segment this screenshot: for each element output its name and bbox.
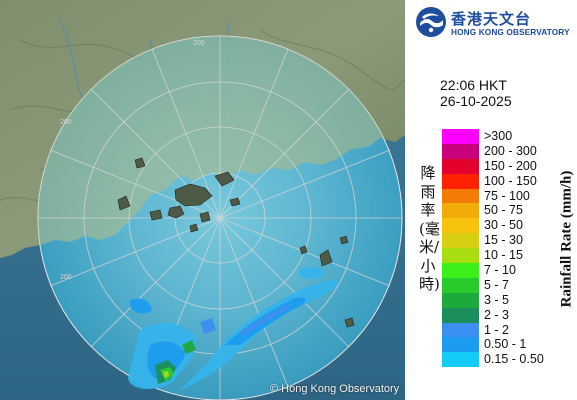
legend-swatch	[442, 337, 479, 353]
observatory-emblem-icon	[416, 7, 446, 37]
radial-lines	[38, 36, 402, 400]
range-ring-label: 200	[193, 40, 205, 47]
legend-swatch	[442, 248, 479, 264]
legend-swatch	[442, 158, 479, 174]
legend-swatch	[442, 277, 479, 293]
legend-swatch	[442, 233, 479, 249]
legend-range-label: 0.50 - 1	[484, 337, 527, 352]
legend-swatch	[442, 143, 479, 159]
radar-map-svg	[0, 0, 405, 400]
radar-map[interactable]: 200 200 200 © Hong Kong Observatory	[0, 0, 405, 400]
legend-swatch	[442, 292, 479, 308]
rain-echoes	[128, 266, 340, 390]
range-ring-label: 200	[60, 119, 72, 126]
legend-range-label: 100 - 150	[484, 173, 537, 188]
legend-swatch	[442, 188, 479, 204]
legend-swatch	[442, 307, 479, 323]
legend-range-label: 200 - 300	[484, 143, 537, 158]
range-ring-label: 200	[60, 274, 72, 281]
logo-name-english: HONG KONG OBSERVATORY	[451, 27, 570, 37]
legend-range-label: 50 - 75	[484, 203, 523, 218]
copyright-notice: © Hong Kong Observatory	[270, 383, 400, 395]
legend-range-label: 7 - 10	[484, 263, 516, 278]
observatory-logo[interactable]: 香港天文台 HONG KONG OBSERVATORY	[415, 6, 575, 40]
legend-swatch	[442, 263, 479, 278]
timestamp-date: 26-10-2025	[440, 93, 512, 109]
legend-swatch	[442, 203, 479, 219]
coastline-islands	[117, 157, 355, 328]
legend-range-label: 3 - 5	[484, 292, 510, 307]
legend-panel: 香港天文台 HONG KONG OBSERVATORY 22:06 HKT 26…	[405, 0, 577, 400]
legend-range-label: 75 - 100	[484, 188, 530, 203]
legend-range-label: 10 - 15	[484, 248, 523, 263]
legend-range-label: 0.15 - 0.50	[484, 352, 544, 367]
legend-swatch	[442, 218, 479, 234]
legend-range-label: 2 - 3	[484, 307, 510, 322]
legend-swatch	[442, 322, 479, 338]
timestamp-time: 22:06 HKT	[440, 77, 507, 93]
legend-range-label: >300	[484, 129, 513, 143]
legend-range-label: 15 - 30	[484, 233, 523, 248]
logo-name-chinese: 香港天文台	[451, 10, 532, 28]
legend-range-label: 150 - 200	[484, 158, 537, 173]
legend-title-english: Rainfall Rate (mm/h)	[558, 170, 575, 308]
legend-swatch	[442, 129, 479, 144]
legend-title-chinese: 降雨率(毫米/小時)	[419, 164, 440, 293]
legend-swatch	[442, 352, 479, 368]
legend-swatch	[442, 173, 479, 189]
legend-range-label: 30 - 50	[484, 218, 523, 233]
legend-range-label: 5 - 7	[484, 277, 510, 292]
legend-range-label: 1 - 2	[484, 322, 510, 337]
